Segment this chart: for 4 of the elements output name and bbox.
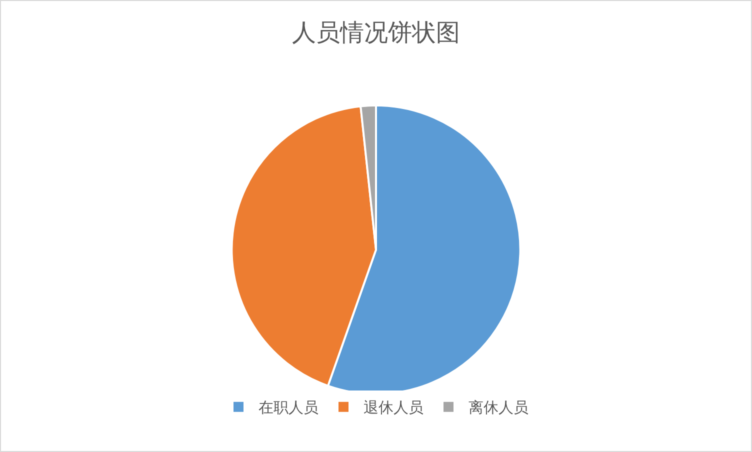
legend-label: 离休人员 <box>468 398 528 417</box>
legend-label: 在职人员 <box>258 398 318 417</box>
legend-label: 退休人员 <box>364 398 424 417</box>
chart-title: 人员情况饼状图 <box>292 18 460 46</box>
